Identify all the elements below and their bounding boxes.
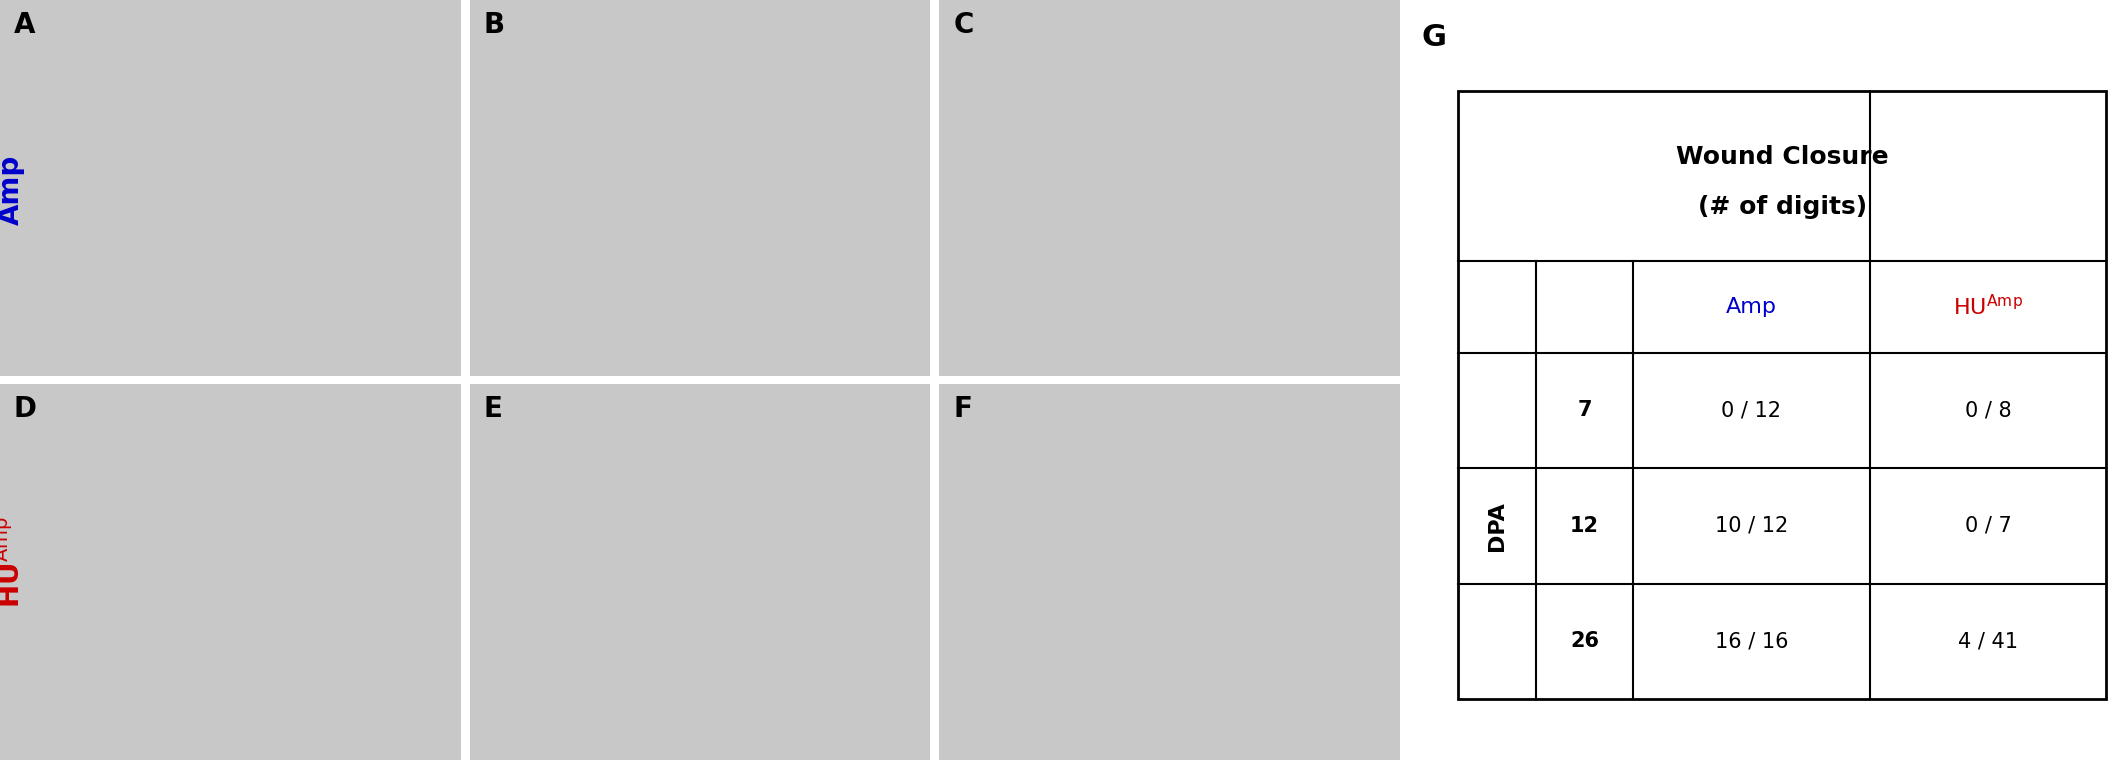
- Bar: [1458, 91, 2107, 699]
- Text: 0 / 8: 0 / 8: [1964, 401, 2011, 420]
- Text: 12: 12: [1570, 516, 1598, 536]
- Text: C: C: [953, 11, 975, 40]
- Text: (# of digits): (# of digits): [1698, 195, 1866, 219]
- Text: Amp: Amp: [1726, 297, 1777, 317]
- Text: G: G: [1422, 23, 1447, 52]
- Text: 7: 7: [1577, 401, 1592, 420]
- Text: A: A: [13, 11, 36, 40]
- Text: 4 / 41: 4 / 41: [1958, 632, 2017, 651]
- Text: F: F: [953, 395, 972, 423]
- Text: DPA: DPA: [1487, 501, 1507, 551]
- Text: Wound Closure: Wound Closure: [1677, 145, 1888, 169]
- Text: B: B: [483, 11, 504, 40]
- Text: 10 / 12: 10 / 12: [1715, 516, 1788, 536]
- Text: D: D: [13, 395, 36, 423]
- Text: HU$^{\mathrm{Amp}}$: HU$^{\mathrm{Amp}}$: [1954, 294, 2024, 320]
- Text: 0 / 7: 0 / 7: [1964, 516, 2011, 536]
- Text: E: E: [483, 395, 502, 423]
- Text: 16 / 16: 16 / 16: [1715, 632, 1788, 651]
- Text: HU$^{\mathrm{Amp}}$: HU$^{\mathrm{Amp}}$: [0, 517, 26, 608]
- Text: 26: 26: [1570, 632, 1598, 651]
- Text: 0 / 12: 0 / 12: [1722, 401, 1781, 420]
- Text: Amp: Amp: [0, 155, 26, 225]
